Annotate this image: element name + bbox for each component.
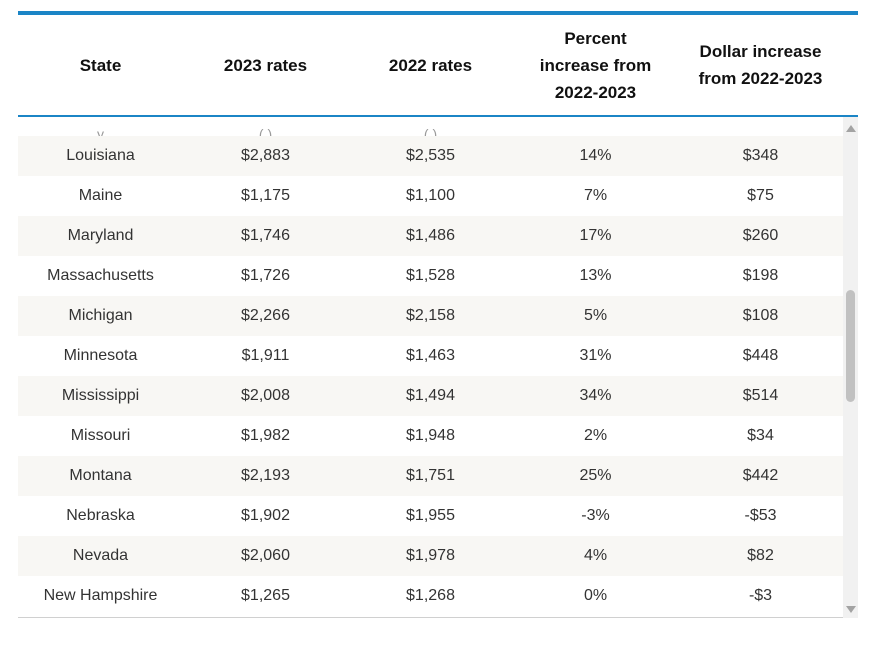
cell-percent-increase: 7% — [583, 187, 608, 204]
cell-dollar-increase: -$53 — [744, 507, 777, 524]
cell-dollar-increase: $442 — [742, 467, 779, 484]
cell-2022-rate: $1,948 — [406, 427, 455, 444]
cell-percent-increase: -3% — [581, 507, 610, 524]
table-row: Louisiana $2,883 $2,535 14% $348 — [18, 136, 843, 176]
cell-state: New Hampshire — [43, 587, 158, 604]
cell-state: Minnesota — [63, 347, 138, 364]
table-row: Montana $2,193 $1,751 25% $442 — [18, 456, 843, 496]
table-row: Maryland $1,746 $1,486 17% $260 — [18, 216, 843, 256]
cell-2023-rate: $1,265 — [241, 587, 290, 604]
cell-2023-rate: $2,883 — [241, 147, 290, 164]
cell-dollar-increase: $34 — [747, 427, 774, 444]
cell-percent-increase: 25% — [579, 467, 612, 484]
cell-state: Louisiana — [66, 147, 135, 164]
cell-2022-rate: $1,268 — [406, 587, 455, 604]
table-row-partial: y (,) (,) , — [18, 117, 843, 141]
cell-state: Mississippi — [61, 387, 140, 404]
cell-2023-rate: $1,175 — [241, 187, 290, 204]
cell-partial: , — [758, 126, 763, 142]
table-body[interactable]: y (,) (,) , Louisiana $2,883 $2,535 14% $348… — [18, 117, 843, 618]
cell-2023-rate: $1,902 — [241, 507, 290, 524]
cell-state: Montana — [69, 467, 132, 484]
cell-2023-rate: $2,060 — [241, 547, 290, 564]
cell-state: Massachusetts — [47, 267, 154, 284]
table-row: Nevada $2,060 $1,978 4% $82 — [18, 536, 843, 576]
cell-partial: y — [97, 126, 104, 142]
table-row: Missouri $1,982 $1,948 2% $34 — [18, 416, 843, 456]
header-dollar-increase[interactable]: Dollar increase from 2022-2023 — [698, 42, 823, 88]
cell-2022-rate: $1,955 — [406, 507, 455, 524]
cell-percent-increase: 14% — [579, 147, 612, 164]
cell-dollar-increase: $198 — [742, 267, 779, 284]
cell-dollar-increase: -$3 — [748, 587, 773, 604]
cell-2023-rate: $1,726 — [241, 267, 290, 284]
cell-state: Maine — [78, 187, 123, 204]
cell-2022-rate: $2,158 — [406, 307, 455, 324]
cell-percent-increase: 17% — [579, 227, 612, 244]
cell-dollar-increase: $348 — [742, 147, 779, 164]
cell-percent-increase: 2% — [583, 427, 608, 444]
header-2023-rates[interactable]: 2023 rates — [223, 55, 308, 75]
cell-2023-rate: $1,746 — [241, 227, 290, 244]
cell-state: Maryland — [67, 227, 134, 244]
cell-dollar-increase: $75 — [747, 187, 774, 204]
cell-2023-rate: $2,193 — [241, 467, 290, 484]
cell-percent-increase: 4% — [583, 547, 608, 564]
cell-state: Missouri — [70, 427, 131, 444]
table-row: Mississippi $2,008 $1,494 34% $514 — [18, 376, 843, 416]
cell-dollar-increase: $514 — [742, 387, 779, 404]
cell-state: Nevada — [72, 547, 129, 564]
scroll-down-arrow-icon[interactable] — [846, 606, 856, 613]
cell-2022-rate: $2,535 — [406, 147, 455, 164]
cell-percent-increase: 5% — [583, 307, 608, 324]
cell-dollar-increase: $82 — [747, 547, 774, 564]
scroll-up-arrow-icon[interactable] — [846, 125, 856, 132]
cell-state: Nebraska — [66, 507, 135, 524]
table-row: New Hampshire $1,265 $1,268 0% -$3 — [18, 576, 843, 616]
table-row: Maine $1,175 $1,100 7% $75 — [18, 176, 843, 216]
cell-2022-rate: $1,463 — [406, 347, 455, 364]
header-2022-rates[interactable]: 2022 rates — [388, 55, 473, 75]
cell-state: Michigan — [68, 307, 133, 324]
rates-table: State 2023 rates 2022 rates Percent incr… — [18, 11, 858, 618]
cell-percent-increase: 0% — [583, 587, 608, 604]
cell-2022-rate: $1,100 — [406, 187, 455, 204]
cell-2022-rate: $1,494 — [406, 387, 455, 404]
cell-dollar-increase: $260 — [742, 227, 779, 244]
table-header: State 2023 rates 2022 rates Percent incr… — [18, 15, 858, 117]
table-row: Nebraska $1,902 $1,955 -3% -$53 — [18, 496, 843, 536]
cell-dollar-increase: $448 — [742, 347, 779, 364]
cell-2022-rate: $1,486 — [406, 227, 455, 244]
cell-percent-increase: 34% — [579, 387, 612, 404]
table-row: Michigan $2,266 $2,158 5% $108 — [18, 296, 843, 336]
scrollbar-thumb[interactable] — [846, 290, 855, 402]
cell-2023-rate: $2,008 — [241, 387, 290, 404]
cell-2022-rate: $1,528 — [406, 267, 455, 284]
table-row: Massachusetts $1,726 $1,528 13% $198 — [18, 256, 843, 296]
cell-percent-increase: 31% — [579, 347, 612, 364]
header-state[interactable]: State — [79, 55, 122, 75]
cell-2023-rate: $1,982 — [241, 427, 290, 444]
cell-dollar-increase: $108 — [742, 307, 779, 324]
header-percent-increase[interactable]: Percent increase from 2022-2023 — [539, 28, 652, 102]
cell-2022-rate: $1,978 — [406, 547, 455, 564]
cell-2023-rate: $2,266 — [241, 307, 290, 324]
cell-2022-rate: $1,751 — [406, 467, 455, 484]
table-row: Minnesota $1,911 $1,463 31% $448 — [18, 336, 843, 376]
cell-2023-rate: $1,911 — [241, 347, 290, 364]
vertical-scrollbar[interactable] — [843, 117, 858, 618]
cell-percent-increase: 13% — [579, 267, 612, 284]
